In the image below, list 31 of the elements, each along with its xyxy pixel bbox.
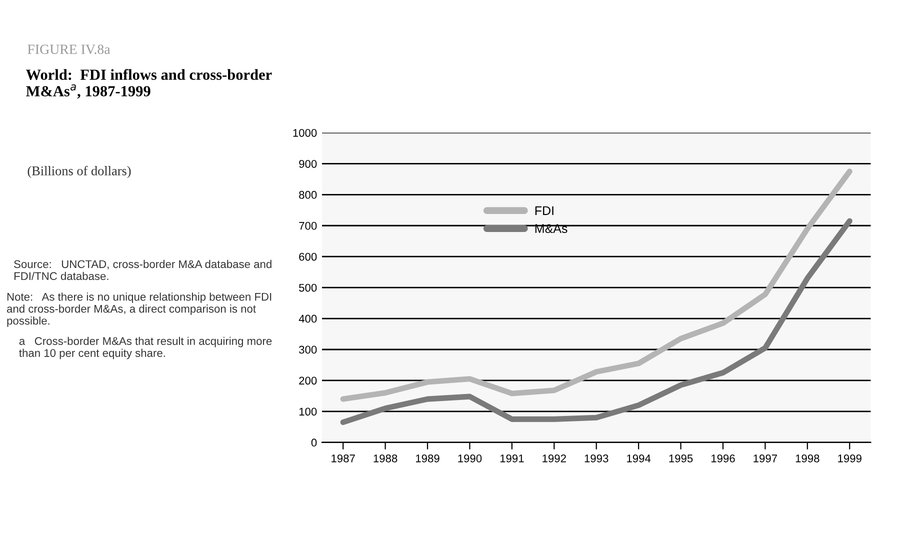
x-tick-label: 1998 [796,454,820,462]
y-tick-label: 900 [299,160,317,168]
x-tick-label: 1992 [542,454,566,462]
text: a Cross-border M&As that result in acquiring more than 10 per cent equity share. [19,336,272,360]
y-tick-label: 500 [299,284,317,292]
x-tick-label: 1989 [416,454,440,462]
x-tick-label: 1999 [838,454,862,462]
y-tick-label: 300 [299,346,317,354]
x-tick-label: 1997 [754,454,777,462]
x-tick-label: 1995 [669,454,693,462]
legend-label: FDI [535,206,554,215]
x-tick-label: 1994 [627,454,651,462]
y-tick-label: 200 [299,376,317,385]
y-tick-label: 1000 [293,128,317,137]
y-tick-label: 100 [299,408,317,416]
x-tick-label: 1987 [332,454,355,462]
x-tick-label: 1991 [500,454,524,462]
y-tick-label: 600 [299,252,317,261]
text: (Billions of dollars) [28,166,131,178]
x-tick-label: 1990 [458,454,482,462]
x-tick-label: 1996 [711,454,735,462]
y-tick-label: 0 [311,438,317,447]
text: FIGURE IV.8a [28,44,110,54]
y-tick-label: 400 [298,314,317,323]
y-tick-label: 700 [299,222,317,230]
text: World: FDI inflows and cross-border M&As$^{a}$, 1987-1999 [26,68,272,99]
x-tick-label: 1993 [584,454,608,462]
y-tick-label: 800 [299,190,317,199]
source-note: Source: UNCTAD, cross-border M&A database and FDI/TNC database. [14,260,272,280]
x-tick-label: 1988 [374,454,398,462]
text: Note: As there is no unique relationship between FDI and cross-border M&As, a direct comparison is not possible. [7,292,272,327]
